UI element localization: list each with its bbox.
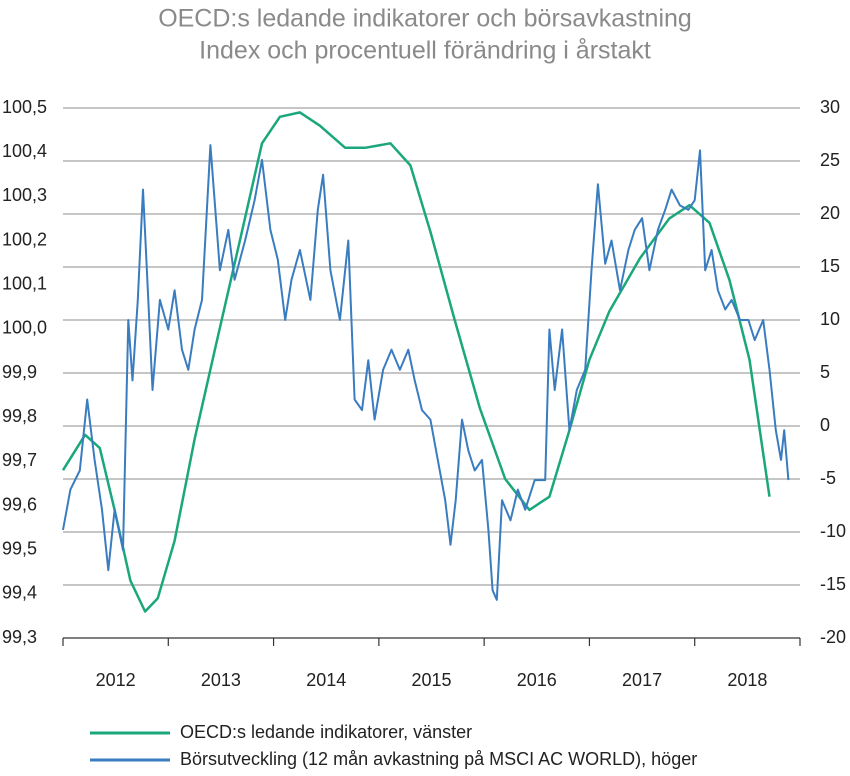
x-tick-label: 2018 [727,670,767,690]
y-tick-label: 99,8 [2,406,37,426]
y2-tick-label: 0 [820,415,830,435]
y-tick-label: 99,9 [2,362,37,382]
y2-tick-label: -20 [820,627,846,647]
x-tick-label: 2017 [622,670,662,690]
chart-subtitle: Index och procentuell förändring i årsta… [199,37,651,65]
y-tick-label: 99,6 [2,494,37,514]
y2-tick-label: 15 [820,256,840,276]
x-tick-label: 2012 [96,670,136,690]
y-tick-label: 100,2 [2,229,47,249]
y2-tick-label: -15 [820,574,846,594]
y-tick-label: 100,4 [2,141,47,161]
y2-tick-label: 10 [820,309,840,329]
y-tick-label: 99,4 [2,583,37,603]
chart-title: OECD:s ledande indikatorer och börsavkas… [158,5,692,33]
y2-tick-label: 30 [820,97,840,117]
x-tick-label: 2014 [306,670,346,690]
y2-tick-label: -10 [820,521,846,541]
y-tick-label: 100,0 [2,318,47,338]
y2-tick-label: -5 [820,468,836,488]
y2-tick-label: 25 [820,150,840,170]
y2-tick-label: 20 [820,203,840,223]
y-tick-label: 100,5 [2,97,47,117]
y-tick-label: 100,1 [2,273,47,293]
y-tick-label: 99,3 [2,627,37,647]
legend-label: Börsutveckling (12 mån avkastning på MSC… [180,749,697,769]
series-line [61,111,771,613]
x-tick-label: 2015 [411,670,451,690]
legend-label: OECD:s ledande indikatorer, vänster [180,722,472,742]
series-line [62,144,790,601]
y-tick-label: 100,3 [2,185,47,205]
y-tick-label: 99,7 [2,450,37,470]
x-tick-label: 2016 [517,670,557,690]
x-tick-label: 2013 [201,670,241,690]
y-tick-label: 99,5 [2,538,37,558]
y2-tick-label: 5 [820,362,830,382]
